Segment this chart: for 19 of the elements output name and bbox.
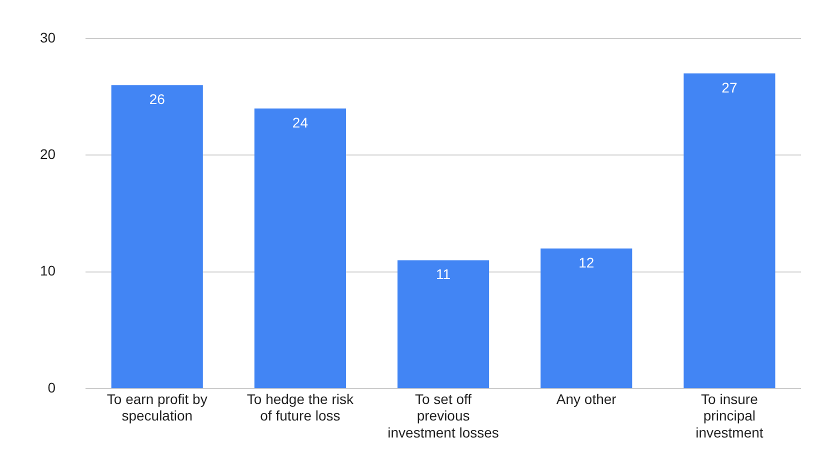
bar [111, 85, 203, 388]
y-tick-label: 30 [40, 29, 56, 46]
y-tick-label: 0 [48, 379, 56, 396]
data-label: 12 [578, 254, 594, 270]
data-label: 24 [292, 114, 308, 130]
x-tick-label: To set off previous investment losses [388, 390, 499, 440]
x-tick-label: To earn profit by speculation [106, 390, 208, 424]
data-label: 11 [436, 266, 451, 282]
x-tick-label: Any other [556, 390, 617, 407]
bar [398, 260, 490, 388]
data-label: 26 [149, 90, 166, 107]
bar [684, 73, 776, 388]
x-tick-label: To insure principal investment [696, 390, 764, 440]
data-label: 27 [722, 79, 738, 96]
y-tick-label: 10 [40, 262, 56, 279]
bar [254, 108, 346, 388]
y-tick-label: 20 [40, 146, 56, 162]
x-tick-label: To hedge the risk of future loss [246, 390, 355, 424]
bar [540, 248, 632, 388]
